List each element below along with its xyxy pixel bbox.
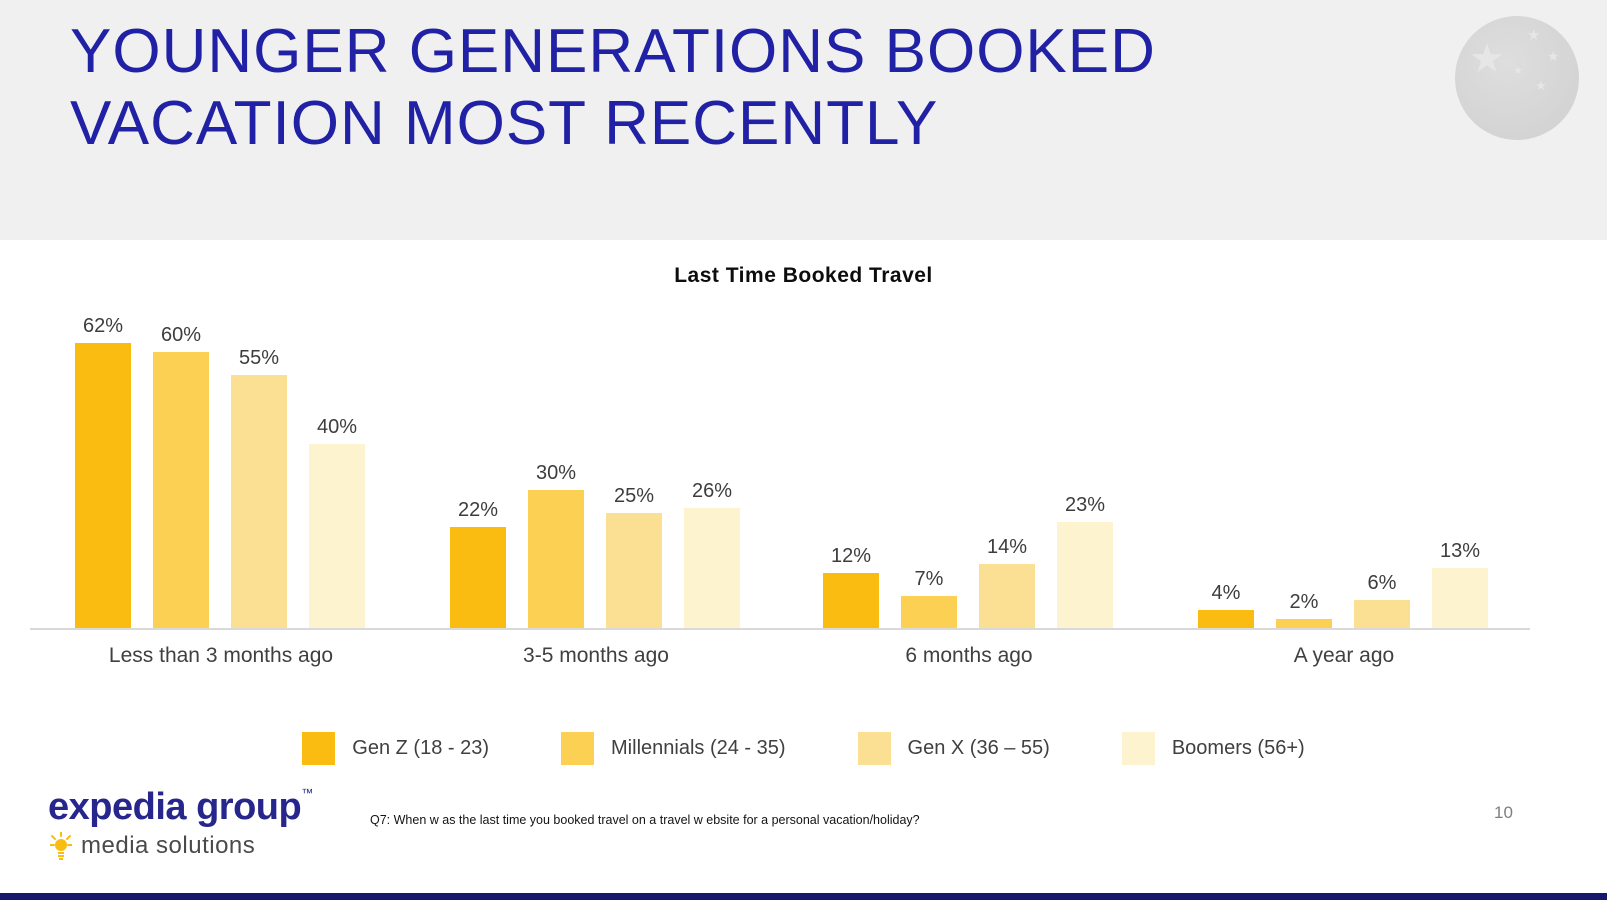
- lightbulb-icon: [50, 832, 72, 860]
- bar-cell: 6%: [1354, 572, 1410, 628]
- legend-item: Millennials (24 - 35): [561, 732, 786, 765]
- bar-cell: 4%: [1198, 582, 1254, 628]
- bar-value-label: 30%: [535, 462, 577, 484]
- legend-item: Gen X (36 – 55): [857, 732, 1050, 765]
- bar-cell: 14%: [979, 536, 1035, 628]
- legend-swatch: [302, 732, 336, 765]
- legend-swatch: [1121, 732, 1155, 765]
- bar-cell: 13%: [1432, 540, 1488, 628]
- legend-swatch: [857, 732, 891, 765]
- category-label: 6 months ago: [905, 644, 1033, 667]
- bar: [1276, 619, 1332, 628]
- bar-cell: 22%: [450, 499, 506, 628]
- bar: [1198, 610, 1254, 628]
- page-title: YOUNGER GENERATIONS BOOKED VACATION MOST…: [70, 16, 1156, 160]
- bar-cell: 25%: [606, 485, 662, 628]
- bar-value-label: 26%: [691, 480, 733, 502]
- logo-brand-text: expedia group: [48, 786, 302, 828]
- bar-value-label: 25%: [613, 485, 655, 507]
- header-band: YOUNGER GENERATIONS BOOKED VACATION MOST…: [0, 0, 1607, 240]
- bar: [1057, 522, 1113, 628]
- star-icon: ★: [1513, 65, 1523, 77]
- bar-value-label: 7%: [914, 568, 944, 590]
- bar-cell: 55%: [231, 347, 287, 628]
- expedia-group-logo: expedia group™ media solutions: [48, 786, 313, 860]
- chart-title: Last Time Booked Travel: [674, 264, 933, 287]
- bar: [901, 596, 957, 628]
- bar-group: 22% 30% 25% 26%: [450, 462, 740, 628]
- bar-value-label: 60%: [160, 324, 202, 346]
- legend-label: Boomers (56+): [1171, 737, 1305, 759]
- bar-value-label: 4%: [1211, 582, 1241, 604]
- globe-watermark-icon: ★ ★ ★ ★ ★: [1455, 16, 1579, 140]
- bar: [823, 573, 879, 628]
- bar-value-label: 55%: [238, 347, 280, 369]
- trademark-symbol: ™: [301, 786, 314, 800]
- bar-value-label: 40%: [316, 416, 358, 438]
- legend-label: Millennials (24 - 35): [611, 737, 786, 759]
- bar-group: 4% 2% 6% 13%: [1198, 540, 1488, 628]
- bar-cell: 23%: [1057, 494, 1113, 628]
- bar-cell: 12%: [823, 545, 879, 628]
- legend-label: Gen X (36 – 55): [907, 737, 1050, 759]
- category-label: 3-5 months ago: [523, 644, 669, 667]
- bar-cell: 26%: [684, 480, 740, 628]
- legend-label: Gen Z (18 - 23): [352, 737, 490, 759]
- bar-value-label: 6%: [1367, 572, 1397, 594]
- bar-value-label: 62%: [82, 315, 124, 337]
- logo-subbrand-text: media solutions: [81, 832, 256, 859]
- star-icon: ★: [1469, 37, 1505, 81]
- bar: [528, 490, 584, 628]
- legend-swatch: [561, 732, 595, 765]
- footnote: Q7: When w as the last time you booked t…: [370, 813, 920, 827]
- bar-cell: 60%: [153, 324, 209, 628]
- bar-group: 12% 7% 14% 23%: [823, 494, 1113, 628]
- bar-value-label: 2%: [1289, 591, 1319, 613]
- category-label: Less than 3 months ago: [108, 644, 334, 667]
- bar: [684, 508, 740, 628]
- page-title-line2: VACATION MOST RECENTLY: [70, 89, 939, 158]
- bar: [1432, 568, 1488, 628]
- chart-legend: Gen Z (18 - 23) Millennials (24 - 35) Gen …: [0, 732, 1607, 765]
- bar-value-label: 23%: [1064, 494, 1106, 516]
- page-title-line1: YOUNGER GENERATIONS BOOKED: [70, 17, 1156, 86]
- bar-group: 62% 60% 55% 40%: [75, 315, 365, 628]
- x-axis-line: [30, 628, 1530, 630]
- bar-value-label: 12%: [830, 545, 872, 567]
- bar-cell: 62%: [75, 315, 131, 628]
- bar-cell: 30%: [528, 462, 584, 628]
- plot-area: 62% 60% 55% 40% 22% 30% 25% 26% 12% 7% 14% 23% 4% 2% 6…: [0, 300, 1607, 630]
- category-label: A year ago: [1293, 644, 1395, 667]
- bar: [231, 375, 287, 628]
- bar: [979, 564, 1035, 628]
- legend-item: Boomers (56+): [1121, 732, 1305, 765]
- star-icon: ★: [1535, 78, 1547, 93]
- legend-item: Gen Z (18 - 23): [302, 732, 489, 765]
- bar: [75, 343, 131, 628]
- bar: [606, 513, 662, 628]
- star-icon: ★: [1527, 27, 1541, 44]
- star-icon: ★: [1547, 48, 1560, 64]
- bar-value-label: 13%: [1439, 540, 1481, 562]
- bottom-accent-bar: [0, 893, 1607, 900]
- bar-value-label: 14%: [986, 536, 1028, 558]
- bar-cell: 7%: [901, 568, 957, 628]
- page-number: 10: [1494, 803, 1513, 822]
- bar-value-label: 22%: [457, 499, 499, 521]
- bar-cell: 40%: [309, 416, 365, 628]
- bar: [153, 352, 209, 628]
- bar: [450, 527, 506, 628]
- bar: [1354, 600, 1410, 628]
- bar-cell: 2%: [1276, 591, 1332, 628]
- bar: [309, 444, 365, 628]
